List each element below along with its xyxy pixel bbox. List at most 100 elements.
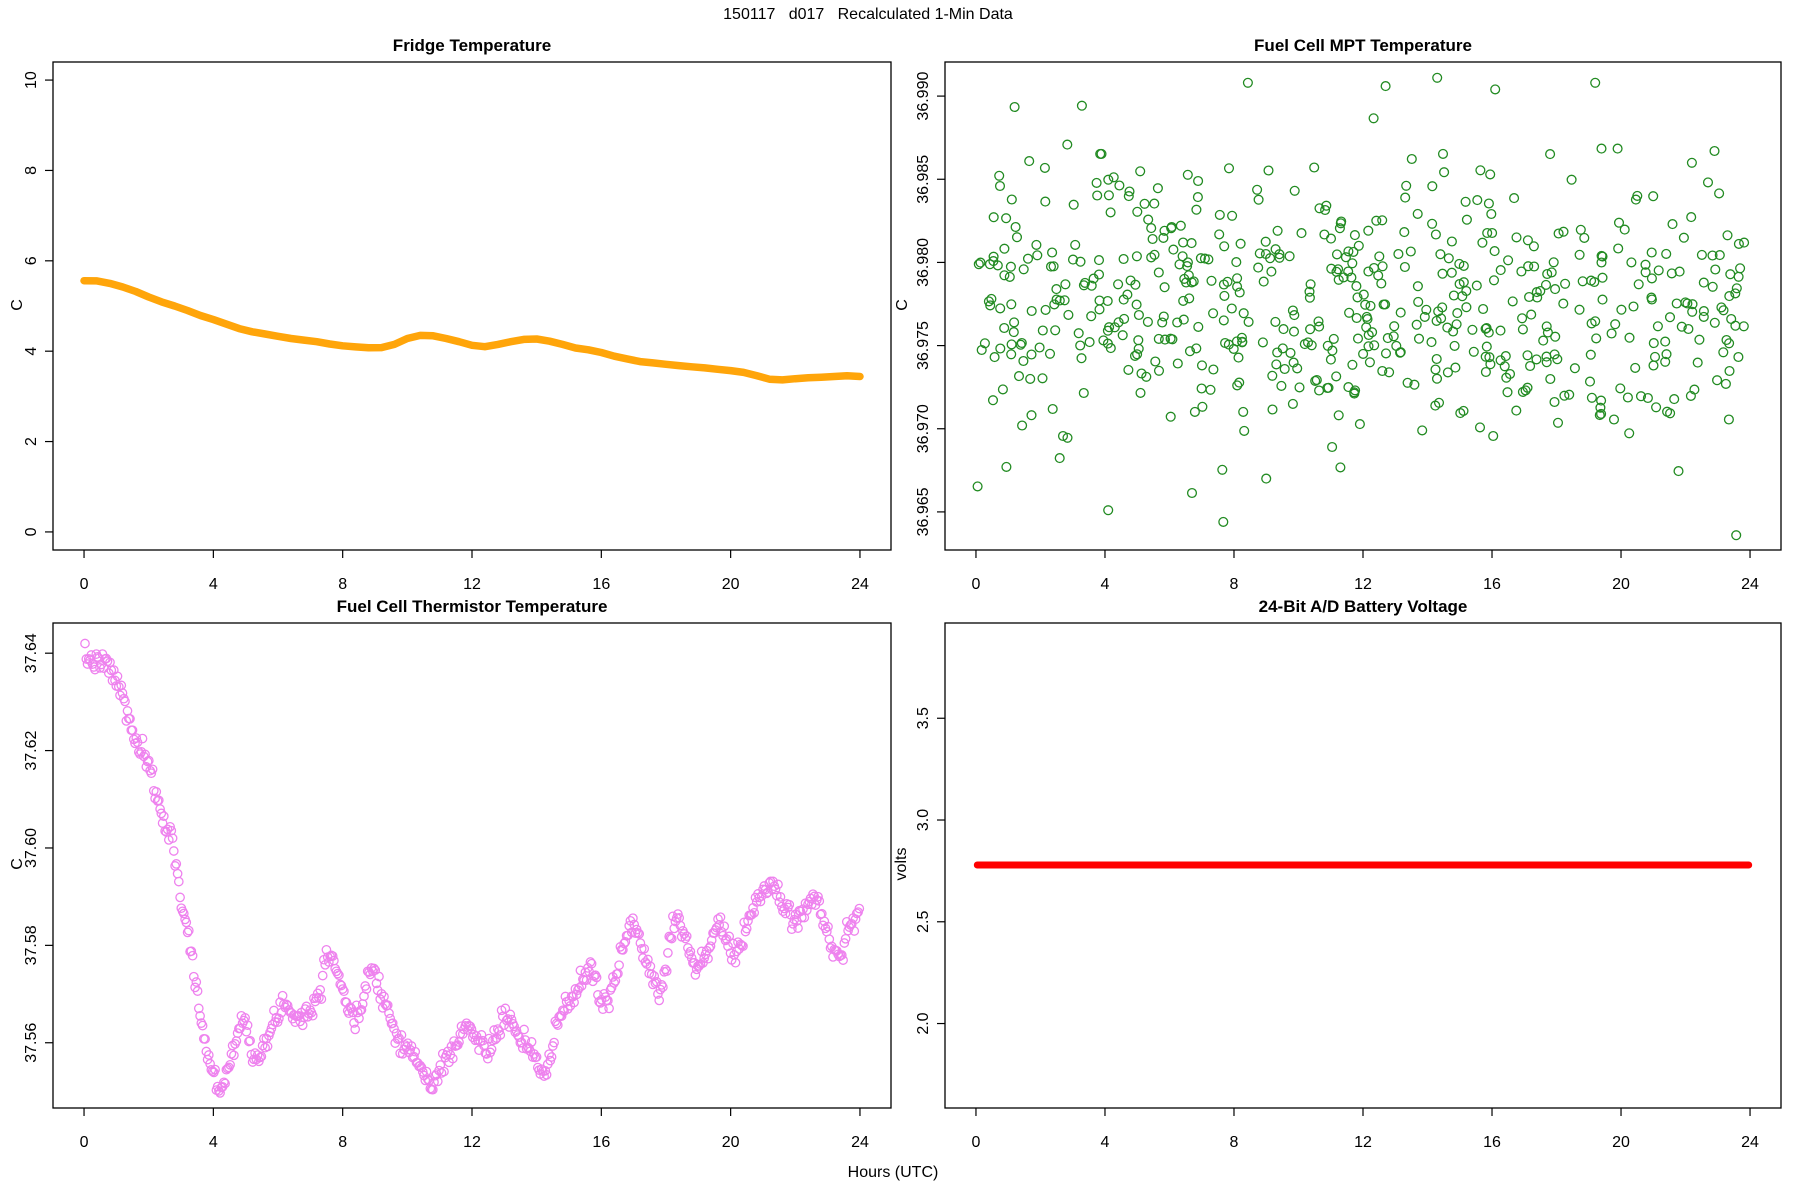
data-point	[1435, 249, 1446, 260]
data-point	[1710, 264, 1721, 275]
data-point	[1260, 236, 1271, 247]
data-point	[786, 924, 797, 935]
data-point-outlier	[1242, 77, 1253, 88]
data-point	[1642, 392, 1653, 404]
data-point	[1174, 259, 1185, 270]
data-point	[1059, 295, 1070, 306]
data-point	[1135, 387, 1146, 398]
data-point	[1117, 330, 1128, 341]
data-point	[1314, 385, 1325, 396]
data-point	[1651, 402, 1662, 413]
data-point	[655, 984, 666, 995]
data-point	[1640, 259, 1651, 270]
data-point	[1400, 192, 1411, 203]
data-point	[241, 1026, 252, 1037]
data-point	[1047, 247, 1058, 258]
data-point	[494, 1026, 504, 1036]
data-point	[519, 1024, 529, 1035]
data-point	[1009, 317, 1020, 328]
x-tick-label: 12	[463, 576, 481, 593]
data-point	[1683, 323, 1694, 335]
data-point	[994, 180, 1006, 192]
data-point	[350, 1024, 361, 1035]
data-point	[1302, 337, 1314, 348]
data-point	[394, 1033, 404, 1044]
data-point	[1395, 347, 1406, 358]
y-tick-label: 6	[23, 256, 40, 265]
data-point	[1597, 272, 1608, 283]
x-tick-label: 8	[1230, 1134, 1239, 1151]
y-tick-label: 2.5	[915, 911, 932, 933]
data-point	[1206, 275, 1217, 286]
data-point	[1427, 218, 1438, 229]
data-point	[1150, 356, 1161, 367]
data-point	[1731, 283, 1742, 294]
x-tick-label: 12	[463, 1134, 481, 1151]
data-point	[1446, 236, 1457, 247]
data-point	[1446, 267, 1457, 278]
data-point	[1738, 321, 1749, 332]
data-point	[1186, 238, 1197, 249]
data-point	[1266, 266, 1277, 277]
data-point	[686, 953, 697, 963]
data-point	[1545, 149, 1556, 160]
data-point	[1564, 389, 1575, 400]
data-point	[636, 943, 647, 954]
data-point	[1219, 241, 1230, 252]
data-point	[1167, 334, 1178, 345]
data-point	[1610, 319, 1621, 330]
y-tick-label: 37.58	[23, 925, 40, 965]
data-point	[1047, 403, 1058, 415]
y-tick-label: 2.0	[915, 1012, 932, 1034]
data-point	[586, 958, 597, 969]
data-point	[1119, 313, 1130, 324]
data-point	[1591, 333, 1602, 344]
data-point	[823, 921, 833, 932]
data-point	[1018, 355, 1029, 367]
data-point	[1243, 316, 1254, 327]
data-point	[307, 1010, 318, 1021]
data-point	[151, 786, 162, 797]
data-point	[1653, 265, 1664, 276]
data-point	[614, 960, 624, 971]
data-point	[376, 988, 387, 999]
data-point	[1671, 298, 1682, 309]
data-point	[1686, 157, 1697, 168]
data-point	[1613, 243, 1624, 254]
data-point	[1118, 253, 1129, 265]
data-point	[1016, 337, 1027, 349]
data-point	[1669, 394, 1680, 405]
data-point	[1454, 278, 1465, 290]
data-point	[1685, 390, 1696, 401]
data-point	[1712, 375, 1723, 386]
data-point	[1722, 230, 1733, 241]
data-point	[1040, 304, 1051, 315]
data-point	[1718, 347, 1729, 358]
x-tick-label: 4	[1101, 1134, 1110, 1151]
data-point	[1026, 410, 1037, 421]
data-point	[1343, 266, 1354, 277]
x-tick-label: 20	[1612, 576, 1630, 593]
data-point	[1485, 169, 1496, 180]
data-point	[1676, 321, 1687, 332]
data-point	[197, 1020, 208, 1031]
data-point	[146, 768, 157, 779]
data-point	[1458, 260, 1469, 271]
data-point	[192, 986, 203, 996]
x-tick-label: 8	[338, 1134, 347, 1151]
y-tick-label: 4	[23, 347, 40, 356]
data-point	[1092, 190, 1103, 201]
data-point	[1733, 238, 1744, 249]
data-point	[1278, 324, 1289, 335]
data-point	[1542, 327, 1553, 338]
data-point	[1525, 360, 1536, 372]
data-point	[1159, 282, 1170, 293]
data-point	[1448, 290, 1459, 301]
data-point	[556, 1011, 567, 1021]
data-point	[137, 733, 148, 744]
data-point	[1509, 193, 1520, 204]
x-axis: 0 4 8 12 16 20 24	[80, 550, 869, 593]
data-point	[988, 212, 999, 223]
data-point	[1203, 254, 1214, 265]
